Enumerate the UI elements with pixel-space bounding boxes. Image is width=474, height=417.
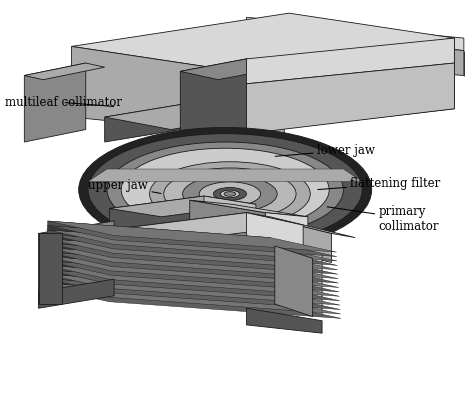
Ellipse shape (107, 142, 343, 238)
Polygon shape (47, 230, 271, 251)
Polygon shape (45, 269, 273, 291)
Polygon shape (38, 279, 114, 308)
Polygon shape (109, 196, 204, 246)
Polygon shape (46, 256, 339, 287)
Polygon shape (38, 234, 322, 254)
Polygon shape (47, 225, 337, 256)
Polygon shape (105, 105, 246, 130)
Polygon shape (24, 63, 105, 80)
Text: upper jaw: upper jaw (88, 179, 161, 193)
Ellipse shape (88, 134, 362, 246)
Polygon shape (109, 196, 256, 217)
Polygon shape (43, 287, 341, 318)
Polygon shape (237, 38, 455, 134)
Polygon shape (44, 283, 341, 314)
Polygon shape (246, 242, 322, 317)
Text: lower jaw: lower jaw (275, 144, 375, 157)
Polygon shape (46, 243, 272, 264)
Ellipse shape (220, 190, 239, 198)
Polygon shape (46, 252, 338, 283)
Polygon shape (44, 279, 274, 299)
Polygon shape (246, 18, 464, 50)
Polygon shape (46, 239, 272, 260)
Polygon shape (38, 221, 114, 304)
Polygon shape (180, 59, 246, 146)
Polygon shape (46, 243, 338, 274)
Polygon shape (46, 252, 273, 273)
Polygon shape (246, 308, 322, 333)
Polygon shape (265, 213, 308, 267)
Polygon shape (47, 225, 271, 246)
Polygon shape (246, 59, 284, 138)
Polygon shape (72, 13, 455, 71)
Polygon shape (246, 213, 355, 238)
Polygon shape (275, 246, 313, 317)
Polygon shape (88, 169, 362, 181)
Polygon shape (46, 247, 272, 269)
Polygon shape (45, 269, 340, 301)
Ellipse shape (224, 192, 236, 196)
Ellipse shape (79, 128, 372, 252)
Polygon shape (246, 213, 303, 254)
Polygon shape (44, 283, 274, 304)
Ellipse shape (199, 182, 261, 206)
Polygon shape (190, 200, 265, 259)
Polygon shape (72, 46, 237, 134)
Polygon shape (45, 265, 273, 286)
Polygon shape (48, 221, 337, 252)
Polygon shape (46, 239, 338, 270)
Ellipse shape (150, 162, 310, 226)
Polygon shape (45, 265, 339, 296)
Polygon shape (105, 105, 180, 142)
Polygon shape (44, 274, 274, 295)
Polygon shape (47, 230, 337, 261)
Polygon shape (45, 261, 273, 282)
Polygon shape (48, 221, 270, 242)
Polygon shape (38, 234, 62, 304)
Polygon shape (114, 213, 303, 242)
Text: flattening filter: flattening filter (318, 177, 441, 190)
Polygon shape (24, 63, 86, 142)
Polygon shape (46, 247, 338, 279)
Polygon shape (246, 63, 455, 134)
Polygon shape (43, 287, 275, 308)
Polygon shape (45, 261, 339, 292)
Polygon shape (246, 38, 455, 84)
Polygon shape (204, 196, 256, 242)
Ellipse shape (121, 148, 329, 231)
Ellipse shape (164, 168, 296, 220)
Polygon shape (44, 279, 340, 309)
Text: primary
collimator: primary collimator (327, 205, 439, 233)
Polygon shape (246, 213, 331, 263)
Polygon shape (47, 234, 271, 255)
Polygon shape (44, 274, 340, 305)
Polygon shape (190, 200, 308, 217)
Polygon shape (47, 234, 337, 265)
Ellipse shape (213, 188, 246, 201)
Ellipse shape (182, 176, 277, 212)
Polygon shape (114, 213, 246, 259)
Polygon shape (46, 256, 273, 277)
Polygon shape (246, 30, 464, 75)
Polygon shape (180, 59, 284, 80)
Text: multileaf collimator: multileaf collimator (5, 96, 122, 109)
